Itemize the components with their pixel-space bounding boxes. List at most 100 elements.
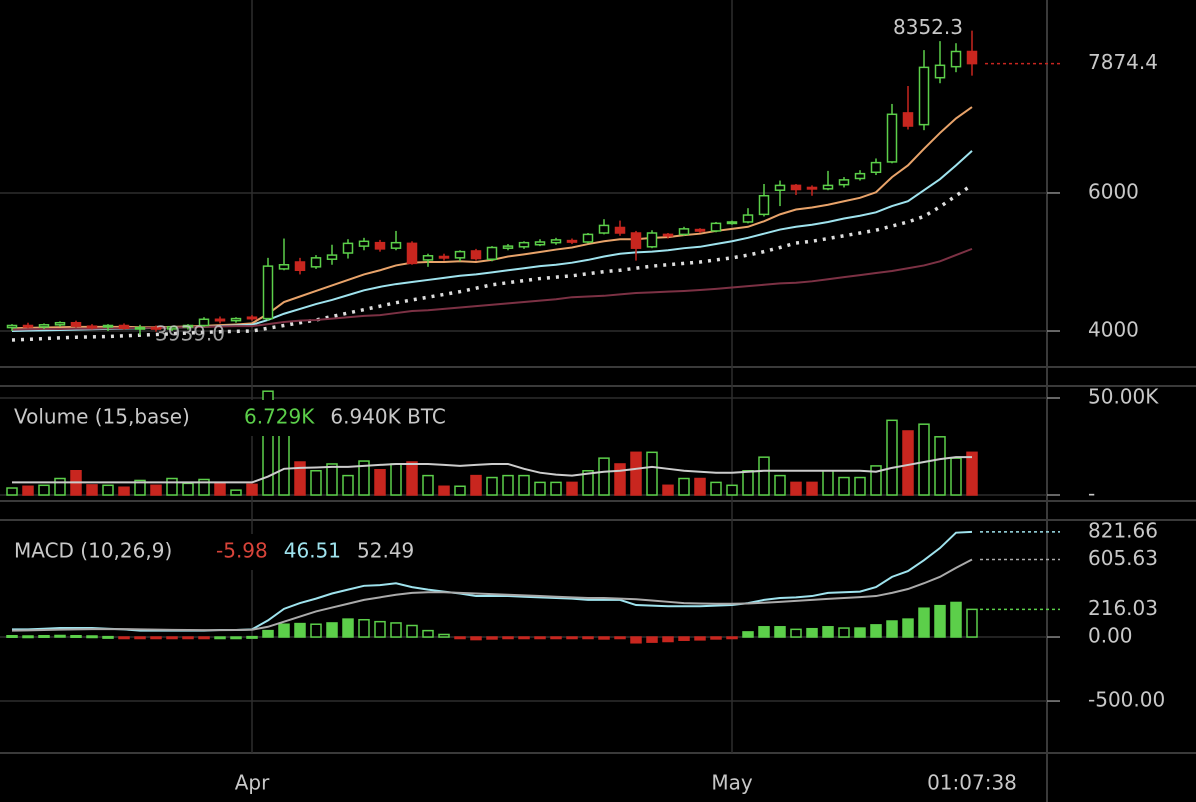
histogram-bar (358, 618, 370, 638)
candle-body (614, 226, 626, 234)
candle-body (326, 254, 338, 260)
histogram-bar (838, 627, 850, 638)
high-label: 8352.3 (893, 15, 963, 39)
histogram-bar (966, 608, 978, 638)
candle-body (950, 50, 962, 68)
histogram-bar (374, 620, 386, 638)
histogram-bar (326, 622, 338, 638)
volume-readout: 6.940K BTC (330, 405, 445, 429)
histogram-bar (182, 636, 194, 640)
histogram-bar (694, 636, 706, 641)
y-tick-label: 4000 (1088, 318, 1139, 342)
volume-bar (886, 419, 898, 496)
candle-body (70, 321, 82, 327)
volume-bar (582, 470, 594, 496)
histogram-bar (678, 636, 690, 641)
macd-title: MACD (10,26,9) (14, 539, 172, 563)
candle-body (454, 250, 466, 259)
candle-body (726, 221, 738, 225)
histogram-bar (230, 636, 242, 640)
volume-bar (646, 451, 658, 496)
last-value-label: 216.03 (1088, 596, 1158, 620)
volume-bar (534, 481, 546, 496)
histogram-bar (902, 618, 914, 638)
volume-bar (806, 481, 818, 496)
histogram-bar (630, 636, 642, 644)
volume-bar (358, 460, 370, 496)
last-value-label: 821.66 (1088, 518, 1158, 542)
candle-body (694, 228, 706, 232)
candle-body (486, 246, 498, 260)
histogram-bar (758, 626, 770, 638)
y-tick-label: 0.00 (1088, 624, 1133, 648)
candle-body (886, 113, 898, 163)
candle-body (838, 179, 850, 186)
volume-bar (774, 474, 786, 496)
candle-body (134, 326, 146, 330)
histogram-bar (662, 636, 674, 643)
volume-title: Volume (15,base) (14, 405, 190, 429)
volume-bar (246, 483, 258, 496)
volume-bar (902, 430, 914, 496)
candle-body (22, 324, 34, 328)
candle-body (54, 321, 66, 326)
candle-body (566, 239, 578, 243)
volume-bar (854, 476, 866, 496)
candle-body (550, 239, 562, 244)
candle-body (934, 64, 946, 79)
candle-body (118, 324, 130, 329)
volume-bar (86, 484, 98, 496)
histogram-bar (102, 635, 114, 639)
histogram-bar (294, 622, 306, 638)
candle-body (534, 241, 546, 246)
histogram-bar (710, 636, 722, 640)
histogram-bar (742, 631, 754, 638)
candle-body (198, 318, 210, 327)
histogram-bar (198, 636, 210, 640)
macd-readout: 46.51 (284, 539, 341, 563)
candle-body (710, 222, 722, 232)
histogram-bar (598, 636, 610, 640)
histogram-bar (502, 636, 514, 640)
candle-body (902, 112, 914, 127)
candle-body (582, 233, 594, 243)
time-label: 01:07:38 (927, 771, 1017, 795)
volume-bar (822, 470, 834, 496)
histogram-bar (438, 633, 450, 638)
candle-body (774, 184, 786, 191)
histogram-bar (886, 620, 898, 638)
volume-bar (694, 477, 706, 496)
candle-body (758, 194, 770, 216)
volume-bar (758, 456, 770, 496)
volume-bar (294, 461, 306, 496)
volume-bar (406, 461, 418, 496)
volume-bar (726, 484, 738, 496)
candle-body (790, 184, 802, 191)
histogram-bar (854, 627, 866, 638)
histogram-bar (54, 634, 66, 638)
candle-body (374, 241, 386, 250)
volume-bar (422, 474, 434, 496)
histogram-bar (70, 634, 82, 638)
histogram-bar (406, 624, 418, 638)
candle-body (630, 232, 642, 249)
volume-bar (38, 484, 50, 496)
histogram-bar (38, 634, 50, 638)
histogram-bar (390, 622, 402, 638)
candle-body (822, 184, 834, 190)
candle-body (966, 50, 978, 65)
volume-bar (950, 457, 962, 496)
volume-bar (662, 484, 674, 496)
histogram-bar (166, 636, 178, 640)
candle-body (6, 324, 18, 329)
candle-body (678, 228, 690, 236)
candle-body (150, 326, 162, 330)
volume-bar (486, 476, 498, 496)
candle-body (182, 324, 194, 328)
legend-box (6, 400, 474, 436)
histogram-bar (310, 623, 322, 638)
volume-bar (102, 484, 114, 496)
line-series (11, 558, 973, 632)
volume-bar (918, 423, 930, 496)
volume-bar (838, 476, 850, 496)
